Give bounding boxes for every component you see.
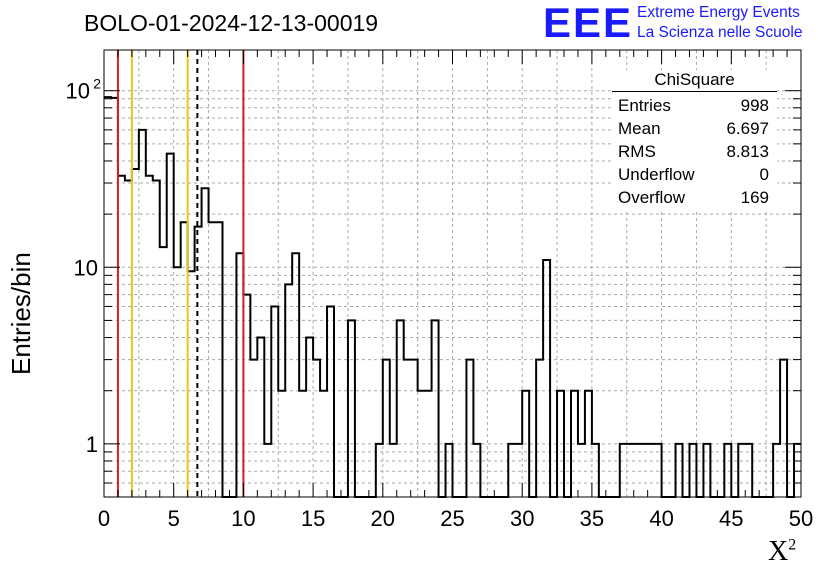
histogram-bin	[536, 360, 543, 497]
histogram-bin	[327, 306, 334, 497]
logo-line-2: La Scienza nelle Scuole	[637, 24, 803, 41]
y-tick-label-exponent: 2	[93, 76, 101, 92]
histogram-bin	[250, 360, 257, 497]
stats-value: 998	[740, 96, 769, 115]
y-tick-label: 10	[74, 255, 98, 280]
x-tick-label: 50	[789, 506, 813, 531]
histogram-bin	[348, 320, 355, 497]
histogram-bin	[404, 360, 411, 497]
histogram-bin	[139, 130, 146, 497]
stats-value: 0	[759, 165, 769, 184]
stats-box: ChiSquare Entries 998 Mean 6.697 RMS 8.813 …	[612, 70, 777, 209]
histogram-bin	[780, 360, 787, 497]
stats-row-overflow: Overflow 169	[612, 186, 777, 209]
histogram-bin	[132, 169, 139, 497]
stats-label: Overflow	[618, 188, 686, 207]
histogram-bin	[104, 97, 111, 497]
x-axis-label: X2	[768, 536, 797, 567]
eee-logo: EEE	[543, 0, 634, 46]
histogram-bin	[125, 181, 132, 497]
stats-row-underflow: Underflow 0	[612, 163, 777, 186]
chart-title: BOLO-01-2024-12-13-00019	[84, 10, 379, 36]
histogram-bin	[153, 181, 160, 497]
histogram-bin	[111, 98, 118, 497]
logo-line-1: Extreme Energy Events	[637, 4, 800, 21]
histogram-bin	[174, 267, 181, 497]
stats-label: Underflow	[618, 165, 695, 184]
histogram-bin	[236, 253, 243, 497]
x-tick-label: 5	[168, 506, 180, 531]
histogram-bin	[188, 271, 195, 497]
histogram-bin	[271, 306, 278, 497]
x-tick-label: 0	[98, 506, 110, 531]
x-tick-label: 45	[719, 506, 743, 531]
histogram-bin	[257, 338, 264, 497]
y-tick-label: 1	[86, 432, 98, 457]
histogram-bin	[167, 154, 174, 497]
stats-label: Entries	[618, 96, 671, 115]
stats-row-rms: RMS 8.813	[612, 140, 777, 163]
stats-value: 169	[740, 188, 769, 207]
histogram-bin	[466, 360, 473, 497]
histogram-bin	[306, 338, 313, 497]
stats-row-entries: Entries 998	[612, 94, 777, 117]
histogram-bin	[292, 253, 299, 497]
y-tick-label: 10	[66, 79, 90, 104]
x-tick-label: 30	[510, 506, 534, 531]
x-tick-label: 35	[580, 506, 604, 531]
histogram-bin	[243, 295, 250, 497]
histogram-series-line	[104, 96, 801, 498]
stats-label: RMS	[618, 142, 656, 161]
stats-value: 8.813	[726, 142, 769, 161]
x-tick-label: 15	[301, 506, 325, 531]
histogram-bin	[313, 360, 320, 497]
histogram-bin	[146, 176, 153, 497]
histogram-bin	[432, 320, 439, 497]
stats-label: Mean	[618, 119, 661, 138]
x-tick-label: 25	[440, 506, 464, 531]
x-tick-label: 40	[649, 506, 673, 531]
histogram-bin	[383, 360, 390, 497]
stats-row-mean: Mean 6.697	[612, 117, 777, 140]
histogram-bin	[411, 360, 418, 497]
histogram-bin	[202, 188, 209, 497]
x-tick-label: 10	[231, 506, 255, 531]
histogram-bin	[118, 176, 125, 497]
stats-value: 6.697	[726, 119, 769, 138]
x-tick-label: 20	[371, 506, 395, 531]
y-axis-label: Entries/bin	[6, 252, 36, 375]
histogram-bin	[397, 320, 404, 497]
stats-title: ChiSquare	[612, 70, 777, 92]
